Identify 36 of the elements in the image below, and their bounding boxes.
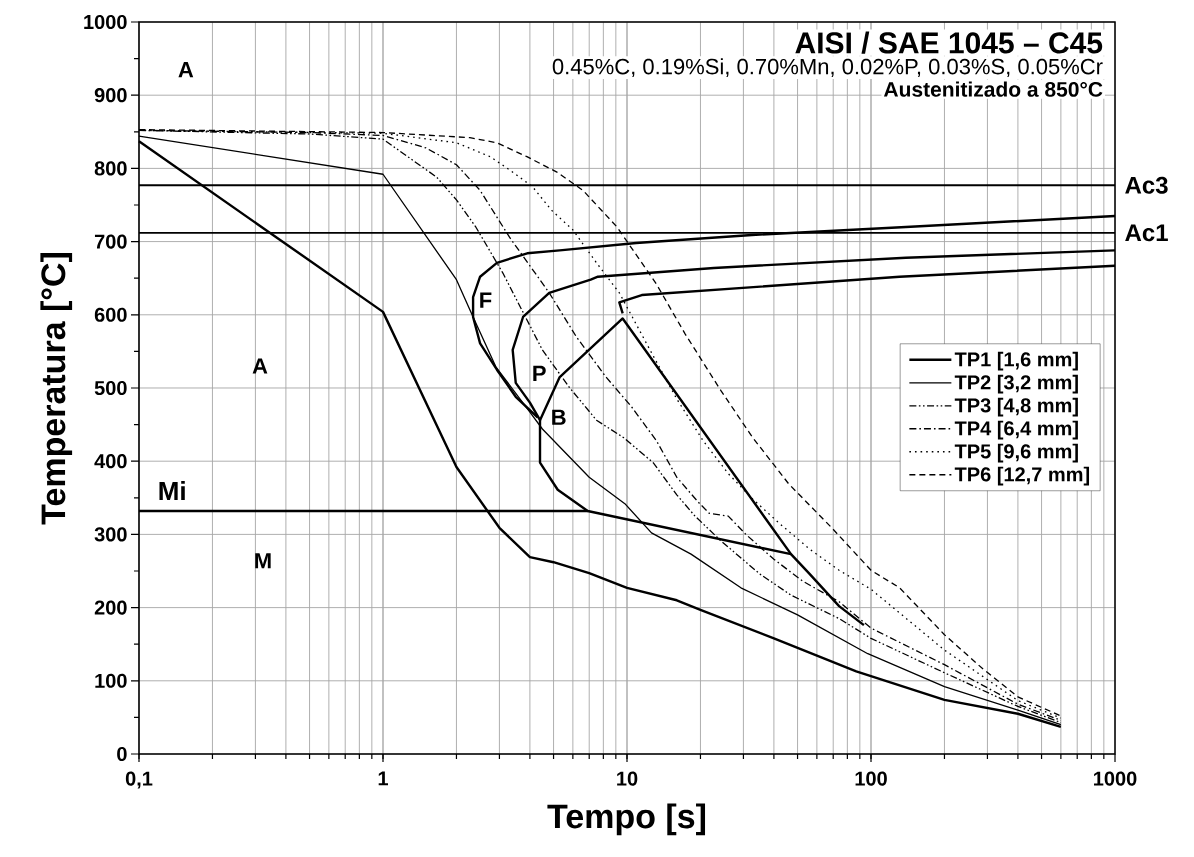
x-tick-label: 1000	[1094, 771, 1137, 786]
annotation: Austenitizado a 850°C	[883, 81, 1103, 97]
y-tick-label: 200	[94, 600, 127, 615]
y-axis-title: Temperatura [°C]	[40, 253, 73, 525]
x-axis-title: Tempo [s]	[547, 803, 706, 836]
legend-label: TP1 [1,6 mm]	[954, 351, 1078, 371]
annotation: A	[252, 358, 268, 374]
ref-line-label: Ac3	[1125, 176, 1168, 194]
y-tick-label: 0	[117, 746, 127, 762]
x-tick-label: 1	[378, 771, 389, 786]
y-tick-label: 800	[94, 161, 127, 176]
y-tick-label: 400	[94, 454, 127, 469]
x-tick-label: 0,1	[125, 771, 153, 789]
y-tick-label: 1000	[84, 14, 127, 30]
y-tick-label: 300	[94, 527, 127, 542]
chart-title: AISI / SAE 1045 – C45	[795, 31, 1103, 54]
annotation: P	[533, 365, 546, 381]
y-tick-label: 700	[94, 234, 127, 249]
ref-line-label: Ac1	[1125, 224, 1168, 242]
y-tick-label: 100	[95, 673, 127, 688]
annotation: F	[480, 292, 492, 308]
annotation: A	[178, 62, 194, 78]
x-tick-label: 10	[617, 771, 638, 786]
y-tick-label: 500	[94, 380, 127, 396]
x-tick-label: 100	[855, 771, 887, 786]
y-tick-label: 600	[94, 307, 127, 322]
annotation: M	[255, 553, 271, 569]
annotation: Mi	[159, 481, 185, 500]
legend-label: TP6 [12,7 mm]	[954, 466, 1090, 486]
y-tick-label: 900	[94, 88, 127, 103]
annotation: B	[552, 409, 566, 425]
legend-label: TP5 [9,6 mm]	[954, 443, 1078, 463]
legend-label: TP4 [6,4 mm]	[954, 420, 1078, 440]
legend-label: TP2 [3,2 mm]	[954, 374, 1078, 394]
text: 0.45%C, 0.19%Si, 0.70%Mn, 0.02%P, 0.03%S, 0.05%Cr	[552, 58, 1103, 77]
legend-label: TP3 [4,8 mm]	[954, 397, 1078, 417]
